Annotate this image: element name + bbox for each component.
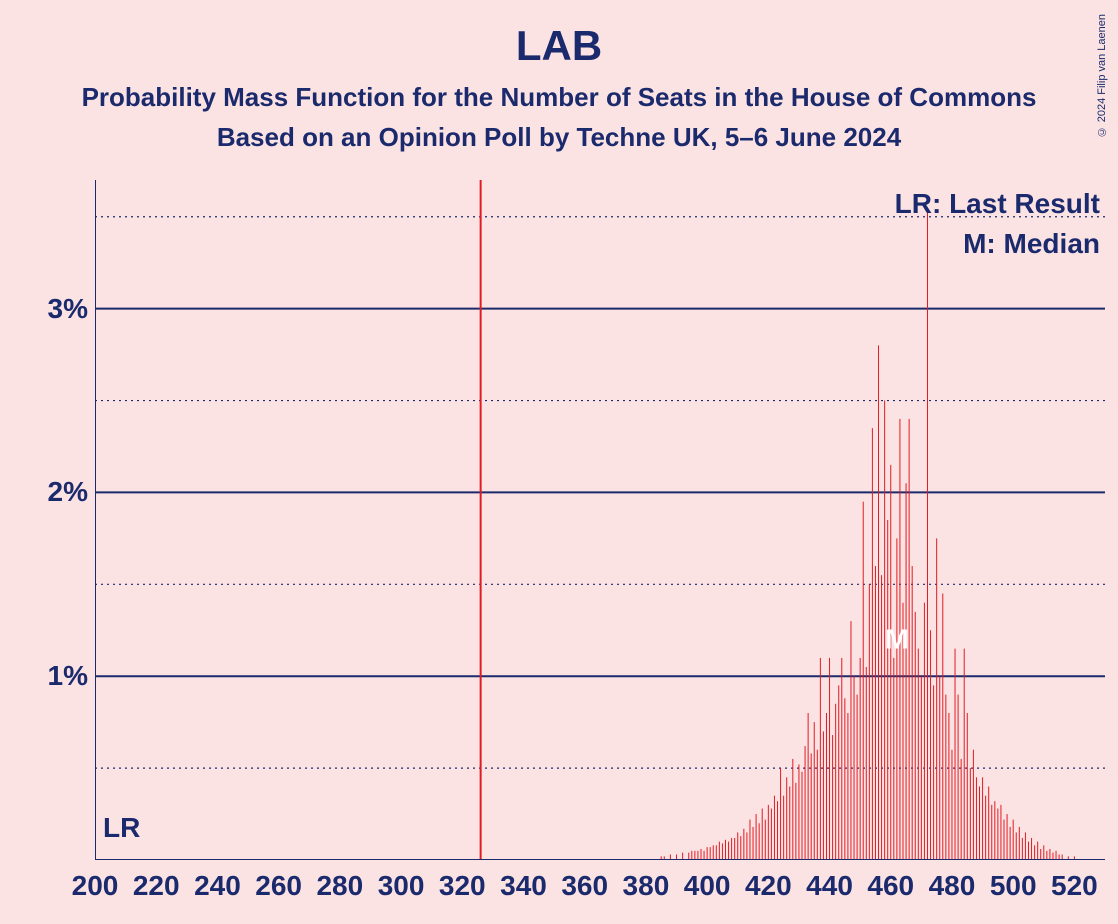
x-tick-label: 200 <box>72 870 119 902</box>
x-tick-label: 220 <box>133 870 180 902</box>
x-tick-label: 500 <box>990 870 1037 902</box>
chart-subtitle-2: Based on an Opinion Poll by Techne UK, 5… <box>0 122 1118 153</box>
x-tick-label: 480 <box>929 870 976 902</box>
x-tick-label: 520 <box>1051 870 1098 902</box>
x-tick-label: 240 <box>194 870 241 902</box>
x-tick-label: 420 <box>745 870 792 902</box>
x-tick-label: 440 <box>806 870 853 902</box>
x-tick-label: 280 <box>316 870 363 902</box>
x-tick-label: 360 <box>561 870 608 902</box>
x-tick-label: 300 <box>378 870 425 902</box>
x-tick-label: 400 <box>684 870 731 902</box>
chart-title: LAB <box>0 22 1118 70</box>
y-tick-label: 2% <box>48 476 88 508</box>
x-tick-label: 320 <box>439 870 486 902</box>
legend-median: M: Median <box>963 228 1100 260</box>
credit-text: © 2024 Filip van Laenen <box>1096 14 1108 137</box>
lr-marker: LR <box>103 812 140 844</box>
y-tick-label: 1% <box>48 660 88 692</box>
x-tick-label: 340 <box>500 870 547 902</box>
chart-subtitle-1: Probability Mass Function for the Number… <box>0 82 1118 113</box>
x-tick-label: 260 <box>255 870 302 902</box>
legend-last-result: LR: Last Result <box>895 188 1100 220</box>
x-tick-label: 380 <box>623 870 670 902</box>
pmf-chart: M <box>95 180 1105 860</box>
y-tick-label: 3% <box>48 293 88 325</box>
median-marker: M <box>885 624 908 655</box>
x-tick-label: 460 <box>867 870 914 902</box>
